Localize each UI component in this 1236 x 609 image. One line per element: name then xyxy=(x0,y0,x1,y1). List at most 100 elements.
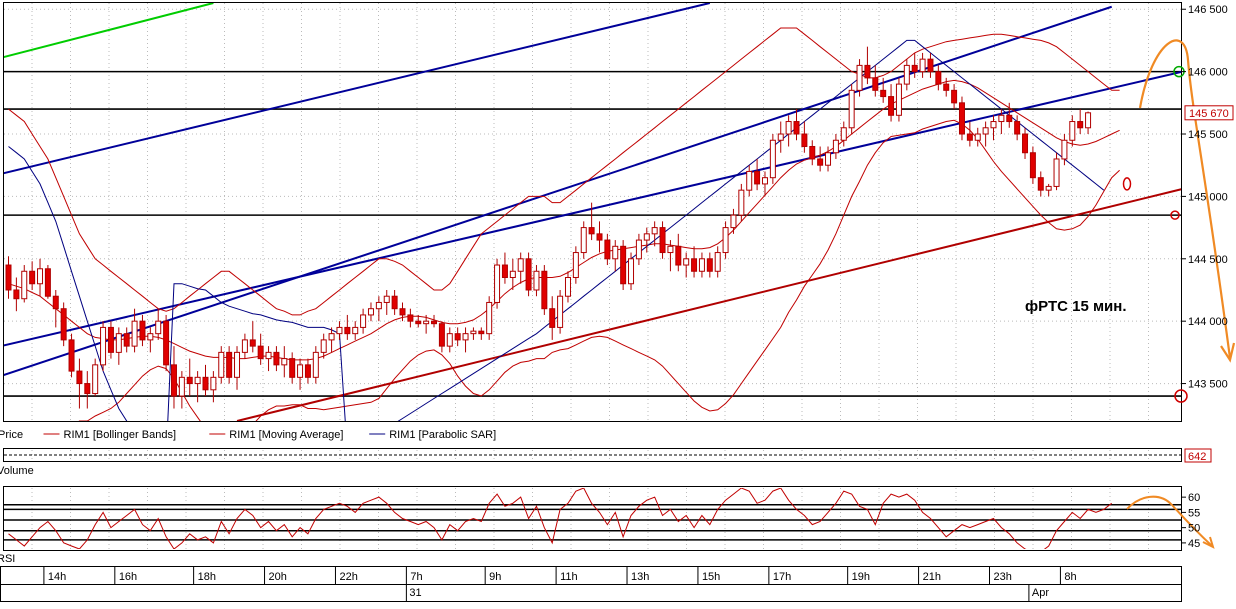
candle-body xyxy=(1014,121,1021,135)
candle-body xyxy=(226,351,233,378)
time-axis-label: 16h xyxy=(119,571,137,583)
trend-line xyxy=(4,5,1113,377)
candle xyxy=(304,358,311,384)
candle xyxy=(367,302,374,322)
time-axis-label: 23h xyxy=(994,571,1012,583)
candle xyxy=(76,358,83,409)
candle-body xyxy=(186,376,193,385)
candle xyxy=(273,346,280,372)
time-axis-label: 15h xyxy=(702,571,720,583)
candle xyxy=(990,115,997,141)
candle-body xyxy=(738,189,745,216)
candle xyxy=(1045,183,1052,197)
candle-body xyxy=(391,295,398,310)
candle-body xyxy=(974,133,981,141)
candle xyxy=(588,202,595,241)
candle xyxy=(1014,115,1021,141)
candle xyxy=(517,252,524,284)
candle xyxy=(1069,115,1076,147)
candle xyxy=(415,314,422,328)
candle-body xyxy=(651,227,658,235)
candle-body xyxy=(1029,152,1036,179)
candle-body xyxy=(155,320,162,335)
time-axis-label: 19h xyxy=(852,571,870,583)
candle xyxy=(289,352,296,384)
candle-body xyxy=(817,158,824,166)
candle xyxy=(840,121,847,147)
candle-body xyxy=(1061,139,1068,160)
candle xyxy=(549,296,556,340)
candle xyxy=(927,52,934,78)
price-panel-frame xyxy=(3,2,1182,422)
candle-body xyxy=(84,383,91,395)
candle-body xyxy=(903,64,910,85)
candle xyxy=(186,358,193,397)
candle-body xyxy=(5,264,12,291)
candle xyxy=(399,302,406,322)
candle xyxy=(344,314,351,340)
candle xyxy=(494,258,501,309)
candle-body xyxy=(178,376,185,397)
candle xyxy=(407,308,414,328)
candle-body xyxy=(281,358,288,366)
time-axis: 14h 16h 18h 20h 22h 7h 9h 11h 13h 15h 17h 19h 21h 23h… xyxy=(43,567,1077,602)
candle xyxy=(155,308,162,340)
candle xyxy=(1022,127,1029,159)
candle xyxy=(352,321,359,340)
forecast-arrow-path xyxy=(1138,39,1232,359)
candle-body xyxy=(13,289,20,300)
candle xyxy=(974,127,981,147)
candle xyxy=(178,371,185,409)
candle xyxy=(761,171,768,197)
candle xyxy=(809,140,816,166)
candle-body xyxy=(990,121,997,129)
candle xyxy=(730,208,737,234)
candle-body xyxy=(163,320,170,366)
candle xyxy=(754,158,761,191)
candle xyxy=(557,289,564,334)
candle-body xyxy=(832,139,839,154)
legend-entry: RIM1 [Parabolic SAR] xyxy=(389,429,496,441)
candle-body xyxy=(998,114,1005,123)
candle xyxy=(470,327,477,340)
candle xyxy=(1061,134,1068,166)
candle xyxy=(454,327,461,347)
candle xyxy=(163,314,170,372)
candle-body xyxy=(1045,185,1052,191)
candle-body xyxy=(501,264,508,279)
candle-body xyxy=(52,295,59,310)
candle xyxy=(131,308,138,353)
candle-body xyxy=(549,308,556,328)
candle-body xyxy=(872,77,879,91)
candle-body xyxy=(438,323,445,347)
volume-panel-frame xyxy=(3,448,1182,462)
candle-body xyxy=(249,339,256,347)
candle xyxy=(21,265,28,303)
candle-body xyxy=(864,64,871,79)
candle xyxy=(951,84,958,110)
candle-body xyxy=(234,351,241,378)
candle xyxy=(281,346,288,378)
candle xyxy=(84,371,91,409)
candle xyxy=(115,327,122,365)
candle xyxy=(170,346,177,409)
candle xyxy=(541,265,548,315)
candle xyxy=(92,358,99,397)
candle-body xyxy=(210,376,217,391)
moving-average-line xyxy=(8,79,1120,361)
parabolic-sar-line xyxy=(8,39,1105,421)
candle-body xyxy=(541,270,548,310)
candle-body xyxy=(801,133,808,147)
candle-body xyxy=(982,127,989,135)
candle-body xyxy=(431,320,438,325)
candle-body xyxy=(840,127,847,141)
candle xyxy=(722,221,729,259)
candle-body xyxy=(596,233,603,241)
candle xyxy=(998,109,1005,135)
candle xyxy=(856,59,863,97)
candle-body xyxy=(919,58,926,73)
candle xyxy=(1006,102,1013,128)
time-axis-label: 13h xyxy=(631,571,649,583)
candle-body xyxy=(856,64,863,91)
